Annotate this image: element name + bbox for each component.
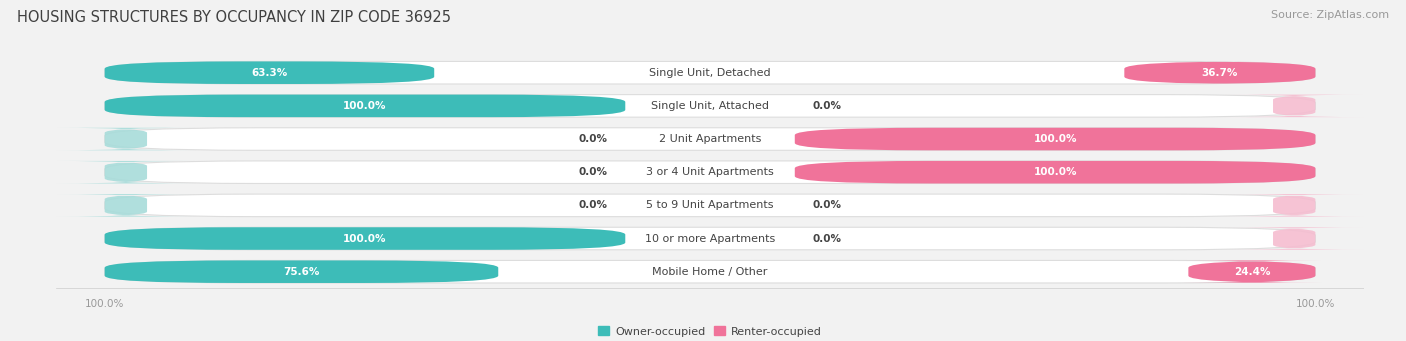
Text: 0.0%: 0.0% xyxy=(813,101,842,111)
FancyBboxPatch shape xyxy=(56,194,195,217)
FancyBboxPatch shape xyxy=(1125,61,1316,84)
Text: 24.4%: 24.4% xyxy=(1233,267,1270,277)
FancyBboxPatch shape xyxy=(104,161,1316,183)
Text: 10 or more Apartments: 10 or more Apartments xyxy=(645,234,775,243)
FancyBboxPatch shape xyxy=(104,227,626,250)
FancyBboxPatch shape xyxy=(1182,261,1322,283)
FancyBboxPatch shape xyxy=(56,128,195,150)
Text: 75.6%: 75.6% xyxy=(283,267,319,277)
FancyBboxPatch shape xyxy=(104,227,1316,250)
Text: 3 or 4 Unit Apartments: 3 or 4 Unit Apartments xyxy=(647,167,773,177)
FancyBboxPatch shape xyxy=(794,161,1316,183)
Text: 0.0%: 0.0% xyxy=(813,234,842,243)
FancyBboxPatch shape xyxy=(1225,194,1364,217)
Text: 2 Unit Apartments: 2 Unit Apartments xyxy=(659,134,761,144)
Text: 0.0%: 0.0% xyxy=(578,201,607,210)
Text: 100.0%: 100.0% xyxy=(343,101,387,111)
FancyBboxPatch shape xyxy=(1225,94,1364,117)
FancyBboxPatch shape xyxy=(104,194,1316,217)
Text: Source: ZipAtlas.com: Source: ZipAtlas.com xyxy=(1271,10,1389,20)
FancyBboxPatch shape xyxy=(1225,227,1364,250)
FancyBboxPatch shape xyxy=(104,94,626,117)
FancyBboxPatch shape xyxy=(104,61,1316,84)
Text: 0.0%: 0.0% xyxy=(813,201,842,210)
Text: 100.0%: 100.0% xyxy=(343,234,387,243)
FancyBboxPatch shape xyxy=(794,128,1316,150)
Text: 0.0%: 0.0% xyxy=(578,167,607,177)
FancyBboxPatch shape xyxy=(104,261,498,283)
Text: 100.0%: 100.0% xyxy=(1033,167,1077,177)
Text: Mobile Home / Other: Mobile Home / Other xyxy=(652,267,768,277)
FancyBboxPatch shape xyxy=(104,261,1316,283)
Text: Single Unit, Attached: Single Unit, Attached xyxy=(651,101,769,111)
Text: 5 to 9 Unit Apartments: 5 to 9 Unit Apartments xyxy=(647,201,773,210)
FancyBboxPatch shape xyxy=(104,94,1316,117)
Text: 100.0%: 100.0% xyxy=(1033,134,1077,144)
Text: HOUSING STRUCTURES BY OCCUPANCY IN ZIP CODE 36925: HOUSING STRUCTURES BY OCCUPANCY IN ZIP C… xyxy=(17,10,451,25)
Text: Single Unit, Detached: Single Unit, Detached xyxy=(650,68,770,78)
Text: 63.3%: 63.3% xyxy=(252,68,288,78)
Text: 36.7%: 36.7% xyxy=(1202,68,1239,78)
Text: 0.0%: 0.0% xyxy=(578,134,607,144)
FancyBboxPatch shape xyxy=(104,61,434,84)
FancyBboxPatch shape xyxy=(104,128,1316,150)
FancyBboxPatch shape xyxy=(56,161,195,183)
Legend: Owner-occupied, Renter-occupied: Owner-occupied, Renter-occupied xyxy=(593,322,827,341)
